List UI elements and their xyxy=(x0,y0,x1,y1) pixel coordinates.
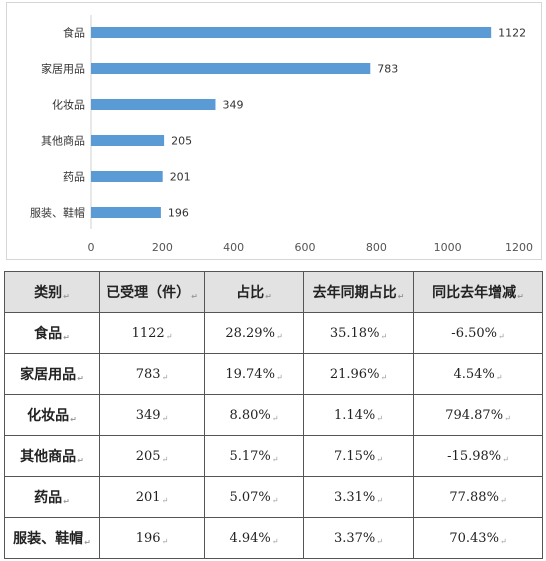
cell-category: 服装、鞋帽↵ xyxy=(4,517,100,559)
table-row: 药品↵ 201↵ 5.07%↵ 3.31%↵ 77.88%↵ xyxy=(4,476,543,518)
cell-share: 4.94%↵ xyxy=(204,517,304,559)
bar xyxy=(91,27,492,38)
cell-accepted: 783↵ xyxy=(99,353,205,395)
cell-last-year-share: 21.96%↵ xyxy=(303,353,414,395)
cell-last-year-share: 35.18%↵ xyxy=(303,312,414,354)
cell-accepted: 1122↵ xyxy=(99,312,205,354)
category-label: 化妆品 xyxy=(52,98,85,112)
cell-share: 8.80%↵ xyxy=(204,394,304,436)
header-accepted: 已受理（件）↵ xyxy=(99,271,205,313)
data-label: 349 xyxy=(222,99,243,112)
cell-yoy-change: 794.87%↵ xyxy=(413,394,543,436)
table-row: 其他商品↵ 205↵ 5.17%↵ 7.15%↵ -15.98%↵ xyxy=(4,435,543,477)
cell-category: 食品↵ xyxy=(4,312,100,354)
x-tick-label: 600 xyxy=(295,241,316,254)
cell-accepted: 196↵ xyxy=(99,517,205,559)
cell-share: 19.74%↵ xyxy=(204,353,304,395)
x-tick-label: 1200 xyxy=(505,241,533,254)
category-label: 其他商品 xyxy=(41,134,85,148)
cell-category: 化妆品↵ xyxy=(4,394,100,436)
table-row: 化妆品↵ 349↵ 8.80%↵ 1.14%↵ 794.87%↵ xyxy=(4,394,543,436)
table-row: 服装、鞋帽↵ 196↵ 4.94%↵ 3.37%↵ 70.43%↵ xyxy=(4,517,543,559)
table-row: 家居用品↵ 783↵ 19.74%↵ 21.96%↵ 4.54%↵ xyxy=(4,353,543,395)
bar-chart: 食品 1122 家居用品 783 化妆品 349 其他商品 205 药品 201 服装、鞋帽 196 0… xyxy=(30,15,533,254)
cell-share: 5.07%↵ xyxy=(204,476,304,518)
cell-yoy-change: -6.50%↵ xyxy=(413,312,543,354)
data-label: 205 xyxy=(171,135,192,148)
cell-category: 家居用品↵ xyxy=(4,353,100,395)
header-yoy-change: 同比去年增减↵ xyxy=(413,271,543,313)
cell-yoy-change: 70.43%↵ xyxy=(413,517,543,559)
category-label: 服装、鞋帽 xyxy=(30,206,85,220)
data-label: 1122 xyxy=(498,27,526,40)
cell-accepted: 201↵ xyxy=(99,476,205,518)
bar xyxy=(91,135,165,146)
table-header-row: 类别↵ 已受理（件）↵ 占比↵ 去年同期占比↵ 同比去年增减↵ xyxy=(4,271,543,313)
bar-chart-panel: 食品 1122 家居用品 783 化妆品 349 其他商品 205 药品 201 服装、鞋帽 196 0… xyxy=(6,2,542,260)
x-tick-label: 1000 xyxy=(434,241,462,254)
cell-category: 药品↵ xyxy=(4,476,100,518)
complaint-table: 类别↵ 已受理（件）↵ 占比↵ 去年同期占比↵ 同比去年增减↵ 食品↵ 1122↵… xyxy=(4,271,543,559)
category-label: 家居用品 xyxy=(41,62,85,76)
x-tick-label: 400 xyxy=(223,241,244,254)
cell-category: 其他商品↵ xyxy=(4,435,100,477)
cell-last-year-share: 3.37%↵ xyxy=(303,517,414,559)
x-tick-label: 800 xyxy=(366,241,387,254)
cell-accepted: 349↵ xyxy=(99,394,205,436)
bar xyxy=(91,99,216,110)
x-tick-label: 200 xyxy=(152,241,173,254)
bar xyxy=(91,171,163,182)
table-body: 食品↵ 1122↵ 28.29%↵ 35.18%↵ -6.50%↵ 家居用品↵ 783↵ 19… xyxy=(4,312,543,559)
complaint-table-container: 类别↵ 已受理（件）↵ 占比↵ 去年同期占比↵ 同比去年增减↵ 食品↵ 1122↵… xyxy=(4,271,543,559)
data-label: 783 xyxy=(377,63,398,76)
table-row: 食品↵ 1122↵ 28.29%↵ 35.18%↵ -6.50%↵ xyxy=(4,312,543,354)
cell-yoy-change: 77.88%↵ xyxy=(413,476,543,518)
cell-share: 28.29%↵ xyxy=(204,312,304,354)
bar xyxy=(91,63,371,74)
cell-share: 5.17%↵ xyxy=(204,435,304,477)
header-last-year-share: 去年同期占比↵ xyxy=(303,271,414,313)
data-label: 196 xyxy=(168,207,189,220)
header-category: 类别↵ xyxy=(4,271,100,313)
cell-accepted: 205↵ xyxy=(99,435,205,477)
bar xyxy=(91,207,161,218)
x-tick-label: 0 xyxy=(88,241,95,254)
category-label: 药品 xyxy=(63,171,85,184)
data-label: 201 xyxy=(170,171,191,184)
cell-last-year-share: 1.14%↵ xyxy=(303,394,414,436)
cell-last-year-share: 3.31%↵ xyxy=(303,476,414,518)
cell-last-year-share: 7.15%↵ xyxy=(303,435,414,477)
category-label: 食品 xyxy=(63,26,85,40)
cell-yoy-change: 4.54%↵ xyxy=(413,353,543,395)
cell-yoy-change: -15.98%↵ xyxy=(413,435,543,477)
header-share: 占比↵ xyxy=(204,271,304,313)
